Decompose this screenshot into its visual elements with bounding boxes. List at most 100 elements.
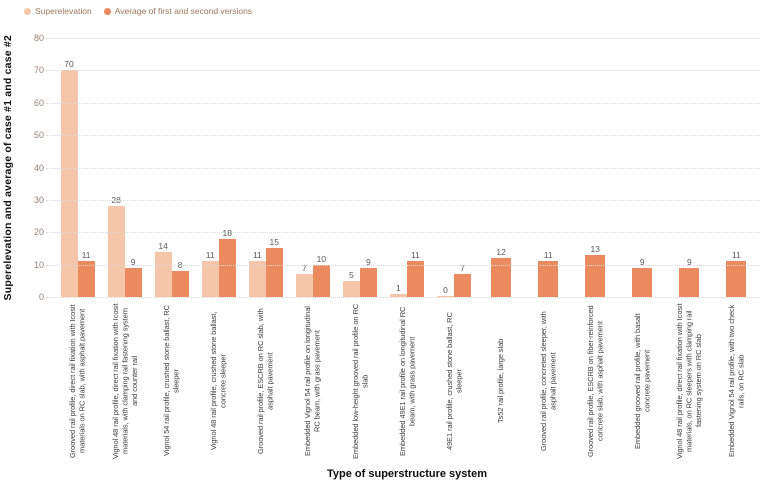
bar-superelevation[interactable]: 14 <box>154 241 172 297</box>
y-axis-tick-label: 60 <box>33 97 44 108</box>
bar-superelevation[interactable]: 28 <box>107 195 125 297</box>
bar-value-label: 9 <box>366 256 371 267</box>
category-label: Embedded Vignol 54 rail profile, with tw… <box>727 304 746 458</box>
category-label: Grooved rail profile, direct rail fixati… <box>68 304 87 458</box>
category-cell: Grooved rail profile, direct rail fixati… <box>54 302 101 462</box>
category-label: Embedded grooved rail profile, with basa… <box>632 313 652 449</box>
bar-average[interactable]: 10 <box>312 254 330 297</box>
bar-value-label: 5 <box>349 269 354 280</box>
bar-average[interactable]: 11 <box>77 250 95 297</box>
y-axis-title-wrap: Superelevation and average of case #1 an… <box>2 34 14 301</box>
category-label: Vignol 48 rail profile, direct rail fixa… <box>110 303 139 459</box>
bar-value-label: 7 <box>301 263 307 274</box>
gridline <box>46 70 760 72</box>
y-axis-tick-label: 50 <box>33 130 44 141</box>
legend-label: Superelevation <box>35 6 92 16</box>
category-label: Grooved rail profile, ESCRB on fiber-rei… <box>585 305 605 457</box>
legend-item-average[interactable]: Average of first and second versions <box>103 6 252 16</box>
bar-group: 14 8 <box>148 38 195 297</box>
category-cell: Grooved rail profile, concreted sleeper,… <box>525 302 572 462</box>
category-cell: Ts52 rail profile, large slab <box>478 302 525 462</box>
bar-value-label: 7 <box>460 263 465 274</box>
bar-group: 9 <box>666 38 713 297</box>
category-cell: Vignol 48 rail profile, direct rail fixa… <box>666 302 713 462</box>
y-axis-tick-label: 80 <box>33 33 44 43</box>
bar-value-label: 11 <box>81 250 91 261</box>
y-axis-tick-label: 0 <box>38 292 44 302</box>
gridline <box>46 232 760 234</box>
bar-value-label: 70 <box>64 59 74 70</box>
legend-dot-icon <box>103 7 111 15</box>
category-cell: Embedded low-height grooved rail profile… <box>336 302 383 462</box>
bar-average[interactable]: 9 <box>632 257 653 297</box>
gridline <box>46 38 760 39</box>
bar-value-label: 15 <box>269 237 280 248</box>
bar-value-label: 11 <box>731 250 741 261</box>
bar-average[interactable]: 9 <box>124 257 142 297</box>
category-label: Vignol 54 rail profile, crushed stone ba… <box>162 305 181 457</box>
bar-average[interactable]: 11 <box>538 250 559 297</box>
bar-average[interactable]: 18 <box>218 228 236 297</box>
bar-value-label: 9 <box>639 256 645 267</box>
category-cell: Grooved rail profile, ESCRB on fiber-rei… <box>572 302 619 462</box>
bar-value-label: 11 <box>205 250 215 261</box>
bar-value-label: 9 <box>686 256 692 267</box>
bar-group: 12 <box>478 38 525 297</box>
legend-item-superelevation[interactable]: Superelevation <box>24 6 92 16</box>
bar-average[interactable]: 9 <box>359 257 377 297</box>
y-axis-tick-label: 30 <box>33 194 44 205</box>
bar-superelevation[interactable]: 5 <box>342 270 360 297</box>
bar-average[interactable]: 11 <box>406 250 424 297</box>
bar-average[interactable]: 13 <box>585 244 606 297</box>
bar-average[interactable]: 12 <box>491 247 512 297</box>
category-label: Grooved rail profile, concreted sleeper,… <box>538 311 558 451</box>
category-axis-labels: Grooved rail profile, direct rail fixati… <box>54 302 760 462</box>
category-label: Vignol 48 rail profile, direct rail fixa… <box>675 303 704 459</box>
plot-area: 70 11 28 9 14 8 11 18 11 15 7 10 5 9 1 11 0 7 12 11 13 9 9 11 0… <box>34 33 760 302</box>
category-cell: Embedded 49E1 rail profile on longitudin… <box>383 302 430 462</box>
y-axis-title: Superelevation and average of case #1 an… <box>2 34 14 301</box>
bar-group: 11 <box>525 38 572 297</box>
legend-dot-icon <box>24 7 31 15</box>
category-cell: Embedded Vignol 54 rail profile, with tw… <box>713 302 760 462</box>
category-cell: Embedded grooved rail profile, with basa… <box>619 302 666 462</box>
bar-value-label: 11 <box>543 250 553 261</box>
bar-value-label: 11 <box>252 250 262 261</box>
y-axis-tick-label: 10 <box>33 259 44 270</box>
bar-superelevation[interactable]: 11 <box>248 250 266 297</box>
bar-average[interactable]: 11 <box>726 250 747 297</box>
bar-superelevation[interactable]: 70 <box>60 59 78 297</box>
gridline <box>46 102 760 104</box>
category-label: Embedded 49E1 rail profile on longitudin… <box>397 306 416 456</box>
category-label: 49E1 rail profile, crushed stone ballast… <box>444 312 464 450</box>
bar-group: 11 15 <box>242 38 289 297</box>
y-axis-tick-label: 20 <box>33 227 44 238</box>
bar-average[interactable]: 9 <box>679 257 700 297</box>
bar-value-label: 13 <box>590 243 600 254</box>
bar-superelevation[interactable]: 11 <box>201 250 219 297</box>
bar-average[interactable]: 15 <box>265 237 283 297</box>
category-cell: Embedded Vignol 54 rail profile on longi… <box>289 302 336 462</box>
category-label: Grooved rail profile, ESCRB on RC slab, … <box>256 308 275 454</box>
bar-group: 7 10 <box>289 38 336 297</box>
legend: Superelevation Average of first and secon… <box>24 6 252 16</box>
category-cell: 49E1 rail profile, crushed stone ballast… <box>431 302 478 462</box>
gridline <box>46 264 760 266</box>
bar-value-label: 9 <box>130 256 136 267</box>
bar-superelevation[interactable]: 0 <box>437 285 455 297</box>
bar-group: 11 18 <box>195 38 242 297</box>
bar-superelevation[interactable]: 1 <box>389 283 407 297</box>
bar-value-label: 1 <box>396 282 401 293</box>
category-cell: Grooved rail profile, ESCRB on RC slab, … <box>242 302 289 462</box>
category-cell: Vignol 48 rail profile, direct rail fixa… <box>101 302 148 462</box>
category-label: Ts52 rail profile, large slab <box>496 338 506 424</box>
category-cell: Vignol 48 rail profile, crushed stone ba… <box>195 302 242 462</box>
bar-superelevation[interactable]: 7 <box>295 263 313 297</box>
bar-average[interactable]: 7 <box>454 263 472 297</box>
bar-value-label: 14 <box>158 240 168 251</box>
bar-value-label: 11 <box>411 250 420 261</box>
bar-average[interactable]: 8 <box>171 260 189 297</box>
